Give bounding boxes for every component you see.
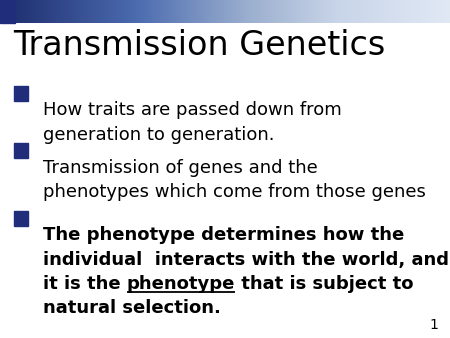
Text: phenotype: phenotype (126, 275, 235, 293)
Text: How traits are passed down from: How traits are passed down from (43, 101, 342, 119)
Text: 1: 1 (430, 318, 439, 332)
Text: that is subject to: that is subject to (235, 275, 414, 293)
Bar (0, 0, 15, 23)
Bar (14, 86, 28, 101)
Text: Transmission Genetics: Transmission Genetics (14, 29, 386, 62)
Text: it is the: it is the (43, 275, 126, 293)
Text: Transmission of genes and the: Transmission of genes and the (43, 159, 318, 177)
Text: natural selection.: natural selection. (43, 299, 220, 317)
Bar (14, 211, 28, 226)
Text: generation to generation.: generation to generation. (43, 126, 274, 144)
Bar (14, 143, 28, 158)
Text: phenotypes which come from those genes: phenotypes which come from those genes (43, 183, 426, 201)
Text: The phenotype determines how the: The phenotype determines how the (43, 226, 404, 244)
Text: individual  interacts with the world, and: individual interacts with the world, and (43, 251, 449, 269)
